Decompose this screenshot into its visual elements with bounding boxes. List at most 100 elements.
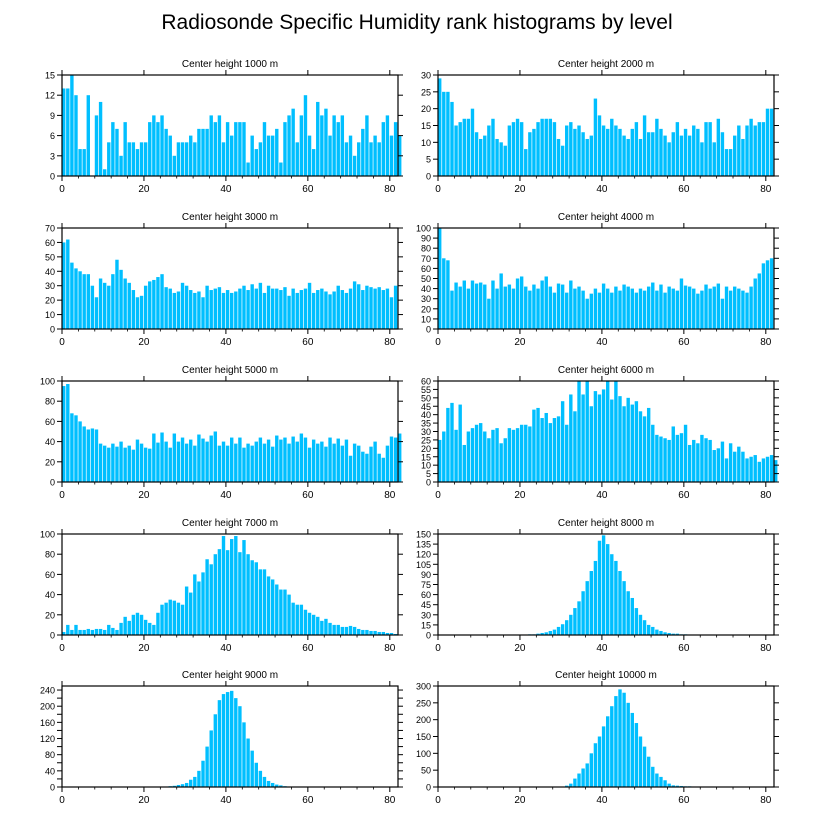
histogram-bar xyxy=(696,443,700,482)
histogram-bar xyxy=(307,135,312,176)
panel-title: Center height 5000 m xyxy=(182,365,278,376)
histogram-bar xyxy=(172,785,177,787)
x-tick-label: 0 xyxy=(59,643,65,654)
histogram-bar xyxy=(381,290,386,329)
histogram-bar xyxy=(262,443,267,482)
histogram-bar xyxy=(511,122,516,176)
histogram-bar xyxy=(299,433,304,482)
histogram-bar xyxy=(287,295,291,329)
histogram-bar xyxy=(62,242,66,329)
y-tick-label: 120 xyxy=(40,734,55,744)
histogram-bar xyxy=(589,571,594,635)
histogram-bar xyxy=(332,291,336,329)
histogram-bar xyxy=(340,626,345,635)
histogram-bar xyxy=(507,284,512,329)
histogram-bar xyxy=(139,142,144,176)
histogram-bar xyxy=(66,384,70,482)
histogram-bar xyxy=(659,284,663,329)
histogram-bar xyxy=(107,624,111,635)
histogram-bar xyxy=(589,293,594,329)
histogram-bar xyxy=(307,282,312,329)
histogram-bar xyxy=(630,404,634,482)
histogram-bar xyxy=(524,424,528,482)
histogram-bar xyxy=(127,620,131,635)
histogram-bar xyxy=(70,75,74,176)
histogram-bar xyxy=(597,736,602,787)
histogram-bar xyxy=(168,447,172,482)
x-tick-label: 60 xyxy=(678,184,690,195)
histogram-bar xyxy=(250,135,254,176)
histogram-bar xyxy=(606,544,610,635)
histogram-bar xyxy=(524,149,528,176)
histogram-bar xyxy=(209,290,213,329)
histogram-bar xyxy=(189,592,193,635)
histogram-bar xyxy=(733,286,737,329)
histogram-bar xyxy=(544,632,548,635)
x-tick-label: 80 xyxy=(384,795,396,806)
x-tick-label: 0 xyxy=(435,337,441,348)
histogram-bar xyxy=(470,280,475,329)
histogram-bar xyxy=(774,460,778,482)
histogram-bar xyxy=(438,78,442,176)
histogram-bar xyxy=(552,122,557,176)
histogram-bar xyxy=(102,629,107,635)
histogram-bar xyxy=(389,632,394,635)
y-tick-label: 45 xyxy=(421,600,431,610)
histogram-bar xyxy=(466,118,471,176)
histogram-bar xyxy=(357,445,361,482)
histogram-bar xyxy=(221,441,226,482)
histogram-bar xyxy=(462,444,466,482)
histogram-bar xyxy=(213,554,218,635)
y-tick-label: 60 xyxy=(45,238,55,248)
histogram-bar xyxy=(98,443,103,482)
histogram-bar xyxy=(299,115,304,176)
y-tick-label: 20 xyxy=(421,304,431,314)
histogram-bar xyxy=(651,132,655,176)
histogram-bar xyxy=(560,401,565,482)
panel-title: Center height 6000 m xyxy=(558,365,654,376)
x-tick-label: 80 xyxy=(760,490,772,501)
histogram-panel: Center height 8000 m0 20 40 60 8001530456075… xyxy=(416,518,779,654)
histogram-bar xyxy=(303,288,308,329)
histogram-bar xyxy=(581,132,585,176)
histogram-bar xyxy=(675,290,680,329)
histogram-bar xyxy=(275,784,279,787)
histogram-bar xyxy=(646,286,651,329)
histogram-bar xyxy=(540,280,544,329)
histogram-bar xyxy=(716,118,721,176)
histogram-bar xyxy=(442,258,446,329)
histogram-bar xyxy=(757,122,762,176)
histogram-panel: Center height 6000 m0 20 40 60 8005101520253… xyxy=(421,365,779,501)
x-tick-label: 0 xyxy=(435,643,441,654)
histogram-bar xyxy=(254,562,258,635)
histogram-bar xyxy=(626,702,630,787)
histogram-bar xyxy=(148,281,152,329)
histogram-bar xyxy=(238,437,242,482)
histogram-bar xyxy=(601,125,606,176)
histogram-bar xyxy=(201,297,205,329)
histogram-bar xyxy=(266,780,271,787)
histogram-bar xyxy=(156,122,160,176)
y-tick-label: 50 xyxy=(421,274,431,284)
histogram-bar xyxy=(610,706,614,787)
histogram-bar xyxy=(532,409,536,482)
y-tick-label: 0 xyxy=(426,325,431,335)
plot-frame xyxy=(61,685,399,788)
histogram-bar xyxy=(683,285,688,329)
histogram-bar xyxy=(478,138,483,176)
histogram-bar xyxy=(193,574,197,635)
histogram-bar xyxy=(86,429,90,482)
histogram-bar xyxy=(352,281,357,329)
histogram-bar xyxy=(671,288,675,329)
histogram-bar xyxy=(176,441,181,482)
histogram-bar xyxy=(769,108,774,176)
histogram-bar xyxy=(250,284,254,329)
x-tick-label: 40 xyxy=(596,795,608,806)
y-tick-label: 25 xyxy=(421,435,431,445)
histogram-bar xyxy=(393,285,398,329)
histogram-bar xyxy=(254,288,258,329)
histogram-bar xyxy=(270,579,275,635)
histogram-bar xyxy=(291,602,295,635)
histogram-bar xyxy=(160,115,164,176)
histogram-bar xyxy=(745,292,749,329)
